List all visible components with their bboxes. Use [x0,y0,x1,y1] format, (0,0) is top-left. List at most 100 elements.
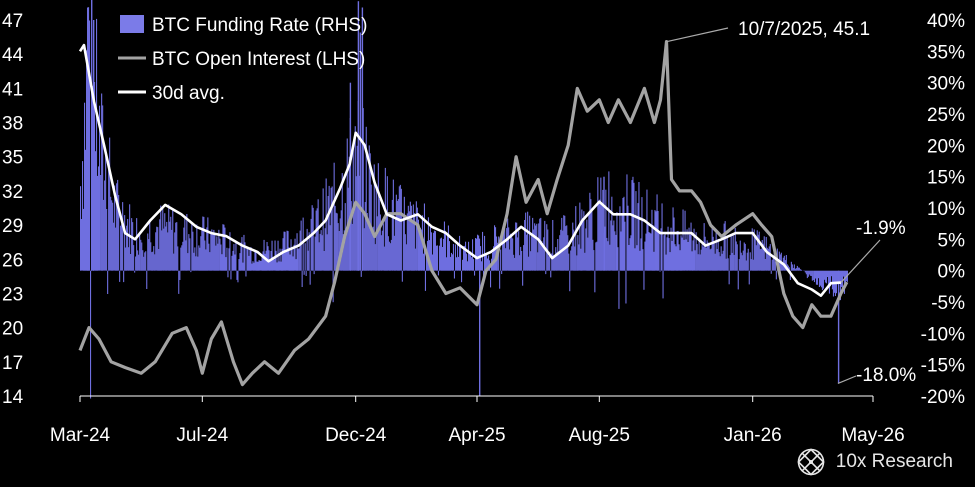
funding-bar [736,244,738,271]
funding-bar [98,166,100,271]
funding-bar [157,227,159,271]
funding-bar [646,189,648,271]
funding-bar [634,248,636,271]
funding-bar [209,252,211,271]
funding-bar [584,252,586,271]
funding-bar [836,270,838,285]
funding-bar [159,219,161,271]
funding-bar [471,257,473,271]
right-tick-label: 30% [927,74,965,95]
funding-bar [546,224,548,271]
chart-legend: BTC Funding Rate (RHS) BTC Open Interest … [118,15,367,104]
funding-bar [585,228,587,271]
funding-bar [94,82,96,271]
funding-bar [174,232,176,271]
funding-bar [474,270,476,276]
funding-bar [628,245,630,271]
funding-bar [513,254,515,271]
funding-bar [323,251,325,271]
funding-bar [389,243,391,271]
funding-bar [241,237,243,271]
funding-bar [626,174,628,271]
funding-bar [651,209,653,271]
funding-bar [132,222,134,271]
funding-bar [333,162,335,271]
funding-bar [326,234,328,271]
legend-label: 30d avg. [152,83,225,104]
funding-bar [212,234,214,271]
funding-bar [220,244,222,271]
funding-bar [267,246,269,271]
funding-bar [605,189,607,271]
funding-bar [488,255,490,271]
funding-bar [278,261,280,271]
funding-bar [109,137,111,271]
funding-bar [143,256,145,271]
funding-bar [203,216,205,271]
funding-bar [758,231,760,271]
funding-bar [255,251,257,271]
funding-bar [385,214,387,271]
right-tick-label: -10% [921,324,965,345]
right-tick-label: 20% [927,136,965,157]
funding-bar [741,255,743,271]
funding-bar [210,232,212,271]
funding-bar [654,210,656,271]
funding-bar [604,226,606,271]
funding-bar [264,253,266,271]
x-tick-label: Dec-24 [325,425,387,446]
funding-bar [827,270,829,288]
funding-bar [659,270,661,272]
funding-bar-spike [359,32,362,271]
funding-bar [718,252,720,271]
funding-bar [714,253,716,271]
funding-bar [229,232,231,271]
funding-bar [688,227,690,271]
funding-bar [671,241,673,271]
funding-bar [303,270,305,275]
funding-bar [388,241,390,271]
funding-bar [502,227,504,271]
funding-bar [392,179,394,271]
funding-bar [539,218,541,271]
funding-bar [274,240,276,271]
funding-bar [665,254,667,271]
funding-bar [515,222,517,271]
funding-bar [142,250,144,271]
funding-bar [746,252,748,271]
x-tick-label: Mar-24 [50,425,111,446]
funding-bar [609,244,611,271]
funding-bar [403,196,405,271]
funding-bar [518,231,520,271]
funding-bar [412,204,414,271]
funding-bar [663,235,665,271]
funding-bar [236,270,238,280]
funding-bar [810,270,812,276]
funding-bar [740,252,742,271]
funding-bar [613,220,615,271]
funding-bar [476,238,478,271]
funding-bar [653,251,655,271]
funding-bar [239,253,241,271]
funding-bar [182,241,184,271]
funding-bar [276,262,278,271]
funding-bar [842,270,844,277]
funding-bar [480,246,482,271]
funding-bar [606,237,608,271]
funding-bar [689,234,691,271]
funding-bar [543,237,545,271]
funding-bar [587,237,589,271]
funding-bar [479,238,481,271]
funding-bar [544,220,546,271]
funding-bar [168,204,170,271]
funding-bar [809,270,811,276]
funding-bar [723,223,725,271]
funding-bar [715,229,717,271]
open-interest-line [78,40,849,387]
funding-bar [161,230,163,271]
funding-bar [637,203,639,271]
funding-bar-spike [87,7,89,271]
funding-bar [275,250,277,271]
funding-bar [386,176,388,271]
funding-bar [410,205,412,271]
